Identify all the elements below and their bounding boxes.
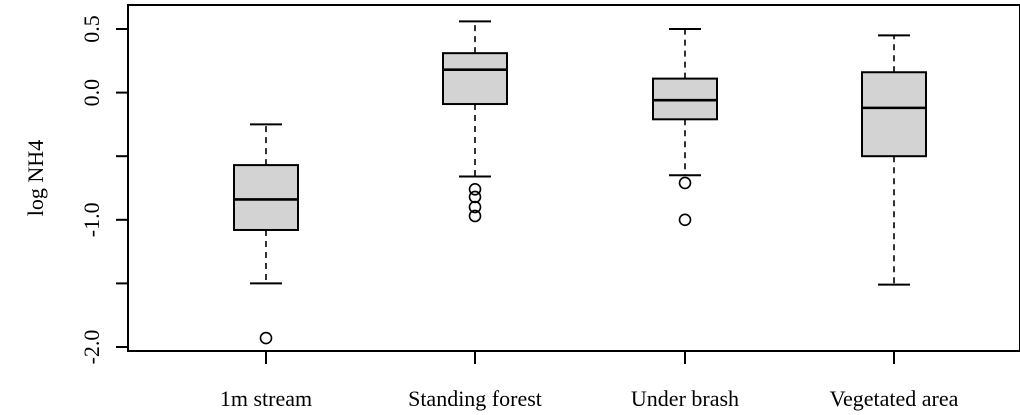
x-category-label: Standing forest (408, 386, 542, 411)
iqr-box (233, 164, 299, 231)
outlier-point (468, 182, 482, 196)
box-vegetated-area (861, 34, 927, 286)
box-1m-stream (233, 123, 299, 345)
x-axis-ticks: 1m stream Standing forest Under brash Veget… (220, 351, 959, 411)
y-axis-title: log NH4 (23, 140, 48, 216)
outlier-point (259, 331, 273, 345)
box-under-brash (652, 28, 718, 227)
y-axis-ticks: 0.5 0.0 -1.0 -2.0 (79, 15, 128, 364)
outlier-point (678, 213, 692, 227)
x-category-label: Under brash (631, 386, 739, 411)
outlier-point (468, 209, 482, 223)
y-tick-label: 0.5 (79, 15, 104, 43)
box-standing-forest (442, 20, 508, 223)
y-tick-label: -1.0 (79, 202, 104, 237)
outlier-point (468, 200, 482, 214)
y-tick-label: -2.0 (79, 330, 104, 365)
outlier-point (468, 190, 482, 204)
iqr-box (861, 71, 927, 158)
boxes-group (233, 20, 927, 345)
outlier-point (678, 176, 692, 190)
x-category-label: Vegetated area (830, 386, 959, 411)
y-tick-label: 0.0 (79, 79, 104, 107)
x-category-label: 1m stream (220, 386, 312, 411)
iqr-box (442, 52, 508, 106)
